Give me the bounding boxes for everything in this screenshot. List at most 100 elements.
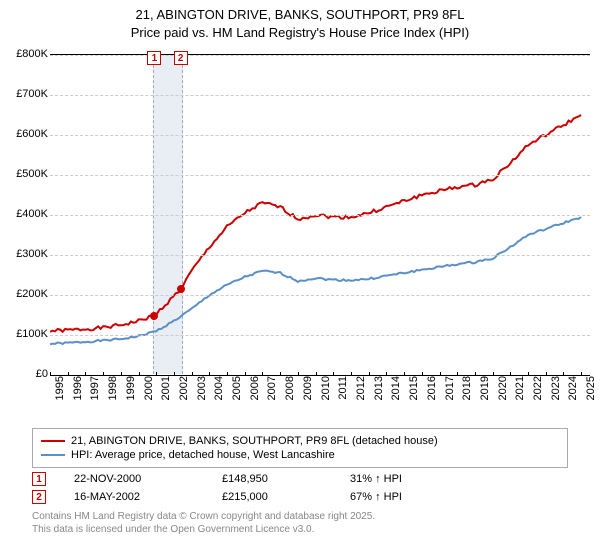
x-tick (280, 372, 281, 376)
x-tick-label: 2017 (444, 376, 456, 400)
gridline (50, 295, 590, 296)
chart-title: 21, ABINGTON DRIVE, BANKS, SOUTHPORT, PR… (0, 0, 600, 44)
x-tick (209, 372, 210, 376)
y-tick-label: £800K (16, 48, 48, 60)
x-tick (262, 372, 263, 376)
chart: 12 1995199619971998199920002001200220032… (0, 44, 600, 424)
x-tick (369, 372, 370, 376)
x-tick-label: 2018 (461, 376, 473, 400)
gridline (50, 55, 590, 56)
x-tick-label: 2011 (337, 376, 349, 400)
attribution-footer: Contains HM Land Registry data © Crown c… (32, 510, 568, 536)
marker-2: 2 (174, 51, 188, 65)
x-tick (457, 372, 458, 376)
x-tick (581, 372, 582, 376)
x-tick-label: 1997 (89, 376, 101, 400)
x-tick-label: 2024 (567, 376, 579, 400)
x-tick (351, 372, 352, 376)
x-tick-label: 2013 (373, 376, 385, 400)
y-tick-label: £400K (16, 208, 48, 220)
x-tick (139, 372, 140, 376)
x-axis: 1995199619971998199920002001200220032004… (50, 374, 590, 414)
x-tick (192, 372, 193, 376)
legend-row: HPI: Average price, detached house, West… (41, 449, 559, 461)
x-tick-label: 2021 (514, 376, 526, 400)
x-tick-label: 2007 (266, 376, 278, 400)
x-tick (422, 372, 423, 376)
x-tick-label: 2010 (320, 376, 332, 400)
gridline (50, 135, 590, 136)
x-tick (68, 372, 69, 376)
x-tick (50, 372, 51, 376)
x-tick (475, 372, 476, 376)
gridline (50, 335, 590, 336)
title-line2: Price paid vs. HM Land Registry's House … (10, 24, 590, 42)
footer-line2: This data is licensed under the Open Gov… (32, 523, 568, 536)
x-tick (156, 372, 157, 376)
x-tick-label: 2022 (532, 376, 544, 400)
transaction-row: 2 16-MAY-2002 £215,000 67% ↑ HPI (32, 490, 568, 504)
x-tick-label: 2001 (160, 376, 172, 400)
marker-1: 1 (147, 51, 161, 65)
x-tick (121, 372, 122, 376)
y-tick-label: £500K (16, 168, 48, 180)
transaction-date: 16-MAY-2002 (74, 491, 194, 503)
series-hpi (50, 217, 581, 344)
legend-label: 21, ABINGTON DRIVE, BANKS, SOUTHPORT, PR… (71, 435, 438, 447)
x-tick-label: 2006 (249, 376, 261, 400)
transaction-price: £148,950 (222, 473, 322, 485)
x-tick (528, 372, 529, 376)
x-tick-label: 2002 (178, 376, 190, 400)
x-tick (333, 372, 334, 376)
transaction-point (150, 312, 158, 320)
x-tick (85, 372, 86, 376)
transaction-point (177, 285, 185, 293)
x-tick-label: 1998 (107, 376, 119, 400)
gridline (50, 95, 590, 96)
transaction-row: 122-NOV-2000£148,95031% ↑ HPI (32, 472, 568, 486)
x-tick-label: 2015 (408, 376, 420, 400)
x-tick (563, 372, 564, 376)
legend-label: HPI: Average price, detached house, West… (71, 449, 335, 461)
x-tick-label: 2023 (550, 376, 562, 400)
y-tick-label: £200K (16, 288, 48, 300)
x-tick-label: 2005 (231, 376, 243, 400)
x-tick (404, 372, 405, 376)
legend-swatch (41, 454, 65, 456)
transaction-delta: 67% ↑ HPI (350, 491, 450, 503)
x-tick (493, 372, 494, 376)
plot-area: 12 (50, 54, 590, 374)
transaction-price: £215,000 (222, 491, 322, 503)
x-tick-label: 2003 (196, 376, 208, 400)
footer-line1: Contains HM Land Registry data © Crown c… (32, 510, 568, 523)
transaction-marker: 2 (32, 490, 46, 504)
legend-row: 21, ABINGTON DRIVE, BANKS, SOUTHPORT, PR… (41, 435, 559, 447)
x-tick (174, 372, 175, 376)
x-tick-label: 1996 (72, 376, 84, 400)
gridline (50, 175, 590, 176)
y-tick-label: £0 (36, 368, 48, 380)
transactions-table: 122-NOV-2000£148,95031% ↑ HPI216-MAY-200… (32, 472, 568, 504)
x-tick (298, 372, 299, 376)
x-tick (546, 372, 547, 376)
x-tick-label: 2020 (497, 376, 509, 400)
transaction-marker: 1 (32, 472, 46, 486)
y-tick-label: £700K (16, 88, 48, 100)
x-tick (386, 372, 387, 376)
x-tick-label: 2000 (143, 376, 155, 400)
x-tick (227, 372, 228, 376)
transaction-delta: 31% ↑ HPI (350, 473, 450, 485)
y-tick-label: £600K (16, 128, 48, 140)
title-line1: 21, ABINGTON DRIVE, BANKS, SOUTHPORT, PR… (10, 6, 590, 24)
x-tick-label: 2014 (390, 376, 402, 400)
x-tick-label: 2019 (479, 376, 491, 400)
legend-swatch (41, 440, 65, 442)
gridline (50, 215, 590, 216)
x-tick-label: 2009 (302, 376, 314, 400)
x-tick-label: 2004 (213, 376, 225, 400)
x-tick-label: 2008 (284, 376, 296, 400)
y-tick-label: £300K (16, 248, 48, 260)
x-tick (510, 372, 511, 376)
y-tick-label: £100K (16, 328, 48, 340)
x-tick-label: 2025 (585, 376, 597, 400)
